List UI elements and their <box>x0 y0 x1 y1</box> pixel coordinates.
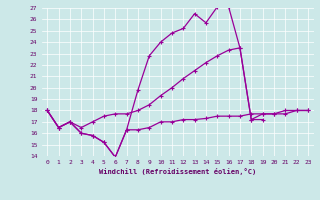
X-axis label: Windchill (Refroidissement éolien,°C): Windchill (Refroidissement éolien,°C) <box>99 168 256 175</box>
